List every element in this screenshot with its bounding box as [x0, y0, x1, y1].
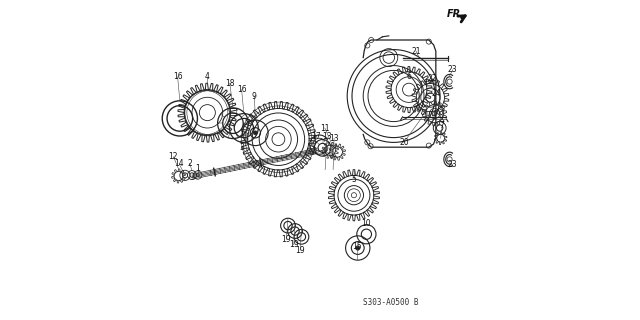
- Circle shape: [356, 246, 360, 250]
- Text: 19: 19: [295, 246, 305, 255]
- Text: 2: 2: [187, 159, 192, 168]
- Text: 12: 12: [169, 152, 178, 161]
- Text: 16: 16: [173, 72, 182, 81]
- Text: 15: 15: [352, 242, 362, 251]
- Text: 19: 19: [289, 240, 299, 249]
- Text: 1: 1: [195, 164, 200, 172]
- Text: 3: 3: [239, 143, 244, 152]
- Text: 17: 17: [311, 132, 321, 140]
- Text: S303-A0500 B: S303-A0500 B: [363, 298, 418, 307]
- Text: 16: 16: [237, 85, 246, 94]
- Text: 5: 5: [351, 175, 356, 184]
- Text: 11: 11: [320, 124, 330, 132]
- Text: 23: 23: [448, 65, 458, 74]
- Text: 19: 19: [282, 235, 291, 244]
- Text: 23: 23: [448, 160, 458, 169]
- Text: 18: 18: [225, 79, 234, 88]
- Text: 10: 10: [362, 220, 371, 228]
- Text: FR.: FR.: [447, 9, 465, 20]
- Text: 20: 20: [399, 138, 409, 147]
- Text: 9: 9: [252, 92, 257, 100]
- Text: 4: 4: [205, 72, 210, 81]
- Text: 13: 13: [322, 132, 332, 141]
- Text: 14: 14: [174, 159, 184, 168]
- Text: 6: 6: [406, 72, 412, 81]
- Circle shape: [253, 131, 257, 135]
- Text: 7: 7: [440, 121, 445, 130]
- Text: 22: 22: [428, 74, 436, 83]
- Text: 21: 21: [412, 47, 420, 56]
- Text: 24: 24: [431, 89, 441, 98]
- Text: 8: 8: [438, 111, 444, 120]
- Text: 13: 13: [329, 134, 339, 143]
